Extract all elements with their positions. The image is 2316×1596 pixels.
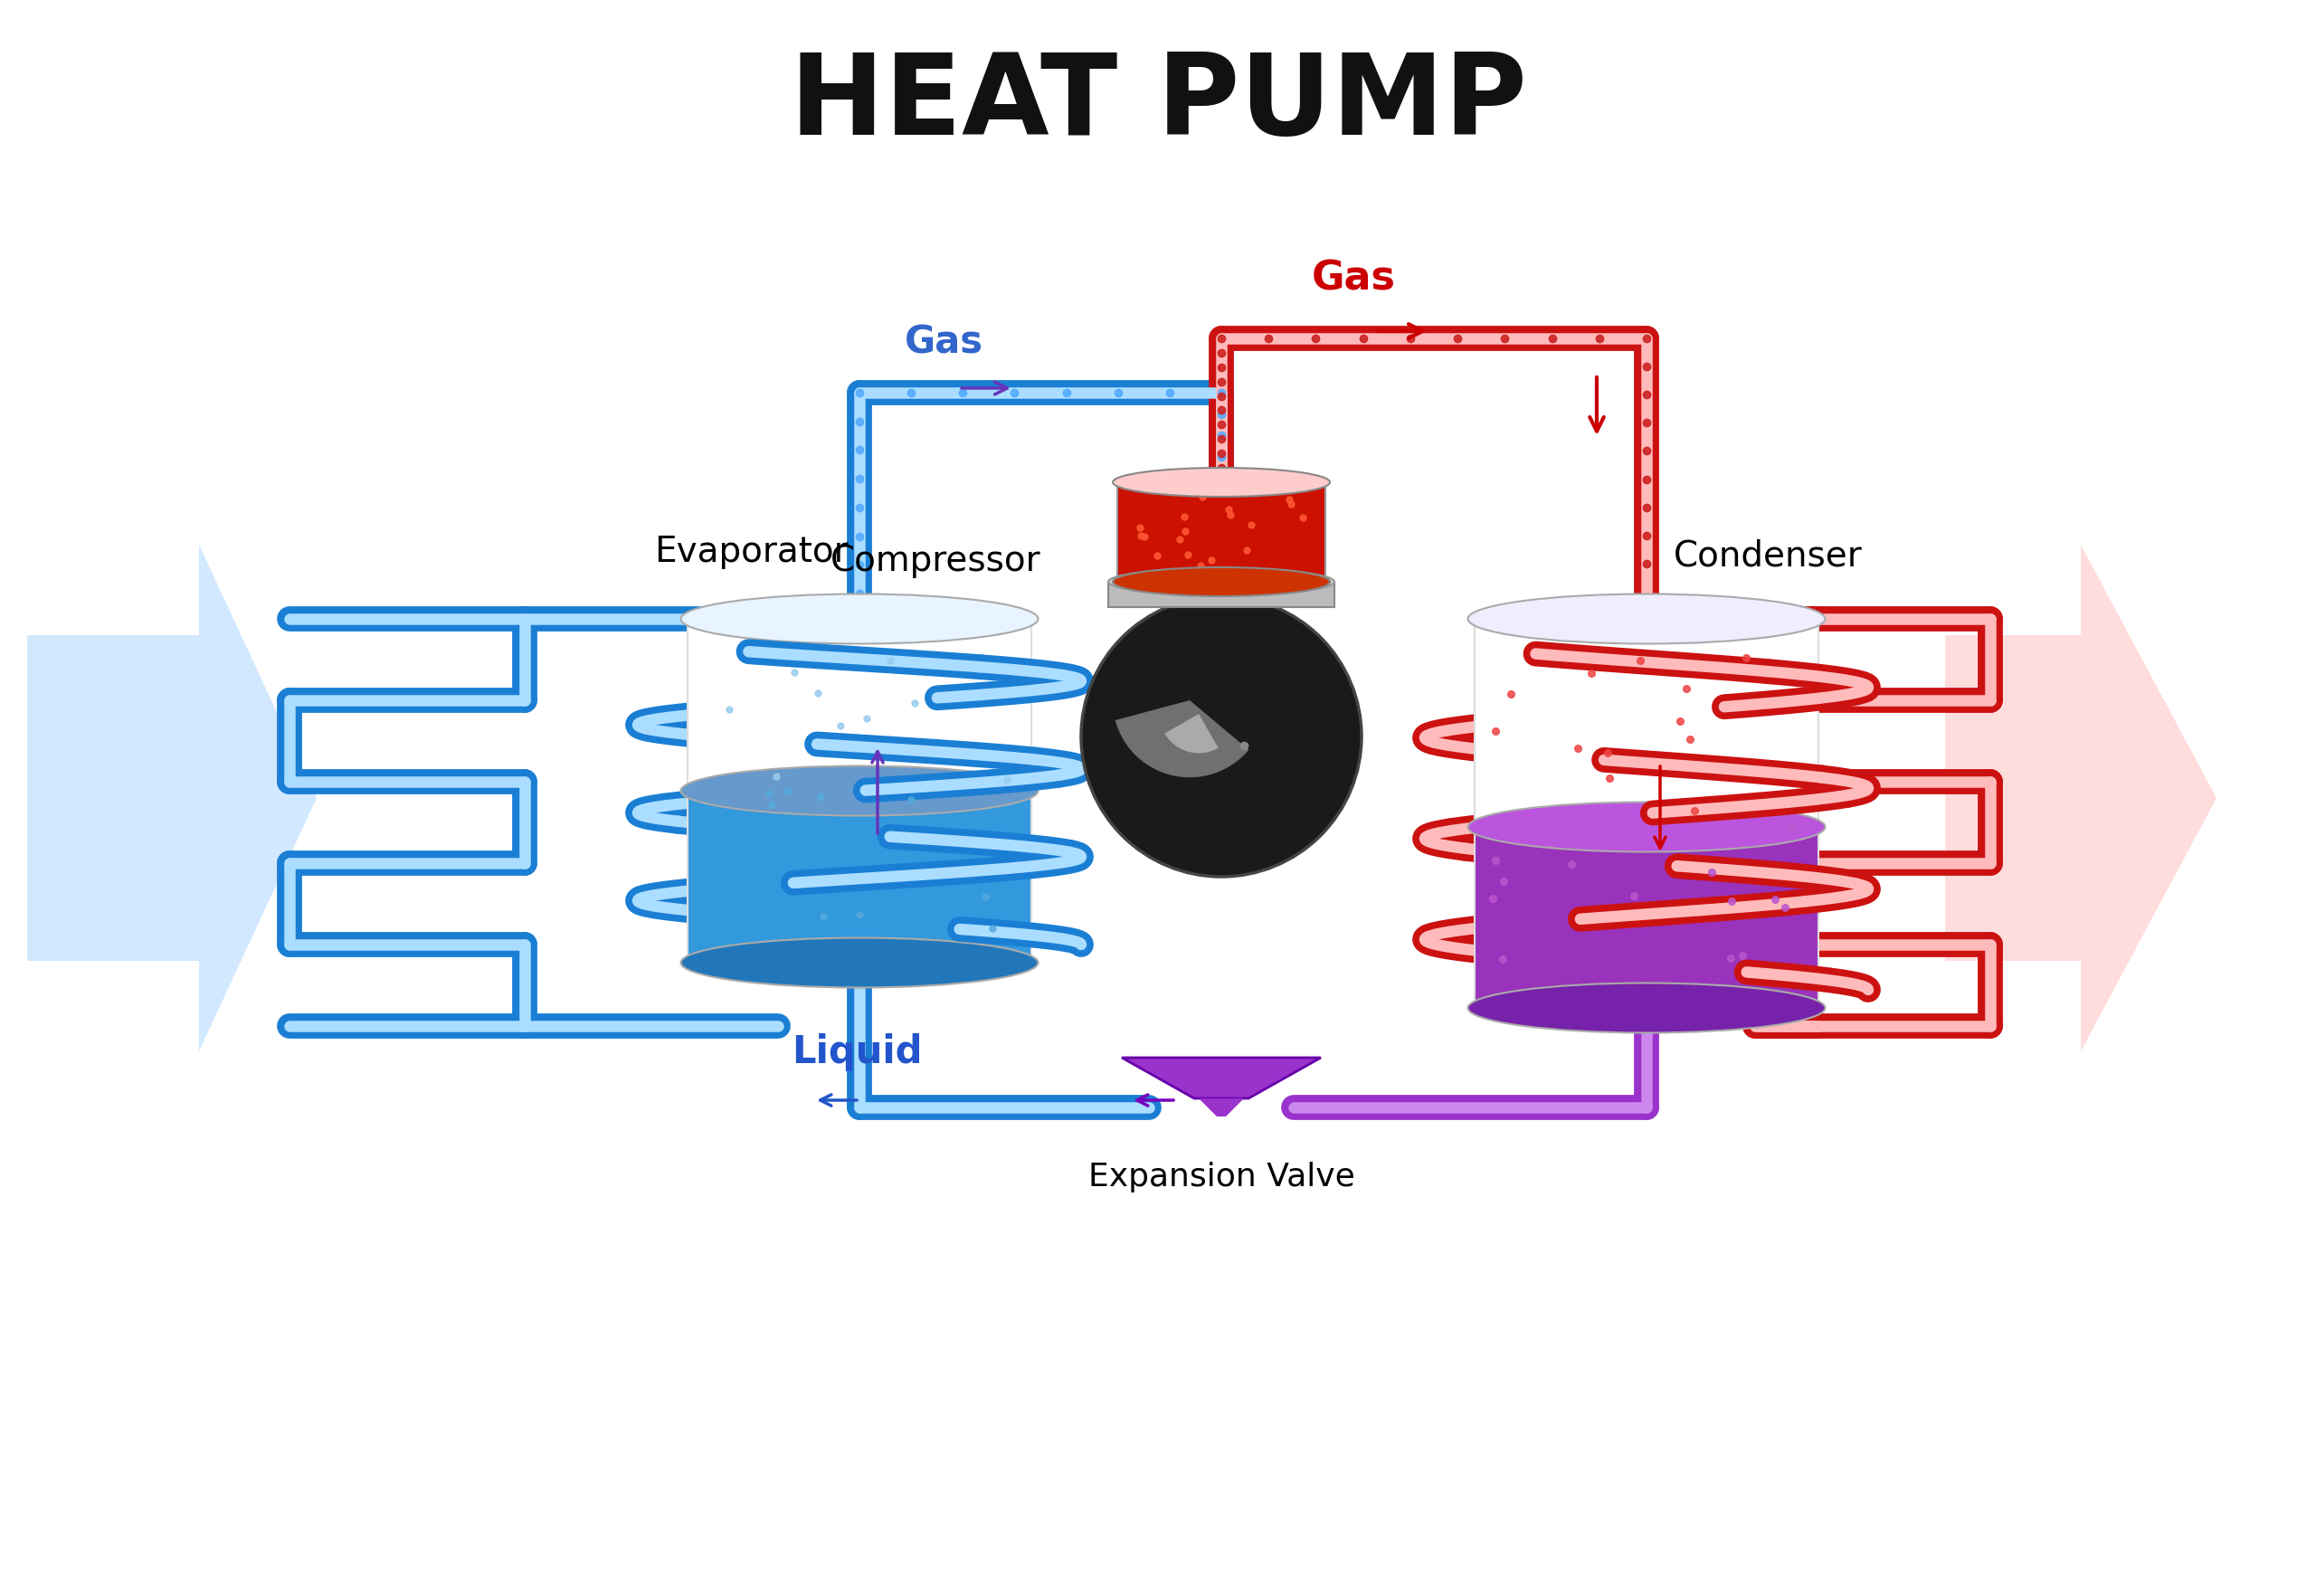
Text: Liquid: Liquid — [792, 1033, 922, 1071]
Ellipse shape — [681, 594, 1038, 643]
Polygon shape — [1200, 1098, 1244, 1117]
Wedge shape — [1165, 713, 1218, 753]
Text: Gas: Gas — [906, 322, 984, 361]
Ellipse shape — [681, 938, 1038, 988]
Ellipse shape — [1468, 803, 1825, 852]
Polygon shape — [688, 619, 1031, 790]
Circle shape — [1082, 597, 1362, 876]
Text: Evaporator: Evaporator — [653, 535, 848, 570]
Ellipse shape — [1109, 568, 1334, 595]
Text: HEAT PUMP: HEAT PUMP — [790, 49, 1526, 158]
Wedge shape — [1116, 701, 1248, 777]
Ellipse shape — [1112, 567, 1329, 597]
Ellipse shape — [1468, 983, 1825, 1033]
Text: Compressor: Compressor — [829, 544, 1040, 578]
Ellipse shape — [1112, 468, 1329, 496]
Polygon shape — [1475, 827, 1818, 1009]
Text: Expansion Valve: Expansion Valve — [1089, 1162, 1355, 1192]
Polygon shape — [1945, 544, 2216, 1052]
Ellipse shape — [1468, 594, 1825, 643]
Polygon shape — [1121, 1058, 1320, 1098]
Polygon shape — [1109, 583, 1334, 606]
Polygon shape — [1475, 619, 1818, 827]
Ellipse shape — [681, 766, 1038, 816]
Polygon shape — [1116, 482, 1325, 583]
Text: Gas: Gas — [1311, 259, 1397, 298]
Text: Condenser: Condenser — [1674, 539, 1862, 573]
Polygon shape — [28, 544, 317, 1052]
Polygon shape — [688, 790, 1031, 962]
